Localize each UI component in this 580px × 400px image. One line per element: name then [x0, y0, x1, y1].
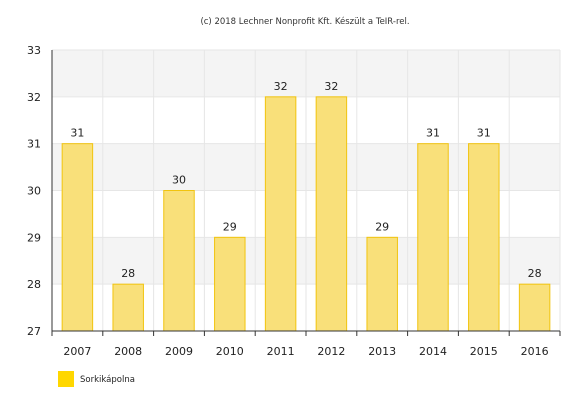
x-tick-label: 2010: [216, 345, 244, 358]
bar: [163, 190, 195, 332]
data-label: 28: [121, 267, 135, 280]
legend-label[interactable]: Sorkikápolna: [80, 375, 135, 385]
x-tick-label: 2014: [419, 345, 447, 358]
x-tick-label: 2015: [470, 345, 498, 358]
x-tick-label: 2007: [63, 345, 91, 358]
bar: [264, 96, 297, 332]
y-tick-label: 33: [27, 44, 41, 57]
y-tick-label: 28: [27, 278, 41, 291]
bar: [468, 143, 500, 332]
x-tick-label: 2009: [165, 345, 193, 358]
bar: [518, 283, 551, 332]
y-tick-label: 30: [27, 185, 41, 198]
bar: [366, 236, 398, 332]
data-label: 32: [324, 80, 338, 93]
x-tick-label: 2016: [521, 345, 549, 358]
y-tick-label: 29: [27, 231, 41, 244]
data-label: 29: [375, 220, 389, 233]
bar-series: [61, 96, 551, 332]
data-label: 32: [274, 80, 288, 93]
data-label: 28: [528, 267, 542, 280]
bar: [315, 96, 348, 332]
data-label: 29: [223, 220, 237, 233]
x-tick-label: 2012: [317, 345, 345, 358]
data-label: 31: [70, 127, 84, 140]
y-tick-label: 27: [27, 325, 41, 338]
y-tick-labels: 27 28 29 30 31 32 33: [27, 44, 41, 338]
data-label: 31: [477, 127, 491, 140]
legend-swatch[interactable]: [58, 371, 74, 387]
data-label: 31: [426, 127, 440, 140]
x-tick-labels: 2007 2008 2009 2010 2011 2012 2013 2014 2015 2016: [63, 345, 548, 358]
x-tick-label: 2013: [368, 345, 396, 358]
y-tick-label: 32: [27, 91, 41, 104]
y-tick-label: 31: [27, 138, 41, 151]
data-label: 30: [172, 174, 186, 187]
data-labels: 31 28 30 29 32 32 29 31 31 28: [70, 80, 541, 280]
credit-text: (c) 2018 Lechner Nonprofit Kft. Készült …: [200, 16, 409, 27]
bar: [112, 283, 144, 332]
x-tick-label: 2008: [114, 345, 142, 358]
bar: [417, 143, 449, 332]
legend[interactable]: Sorkikápolna: [58, 371, 135, 387]
x-tick-label: 2011: [267, 345, 295, 358]
axes: [51, 50, 561, 336]
bar: [61, 143, 94, 332]
bar: [214, 236, 246, 332]
